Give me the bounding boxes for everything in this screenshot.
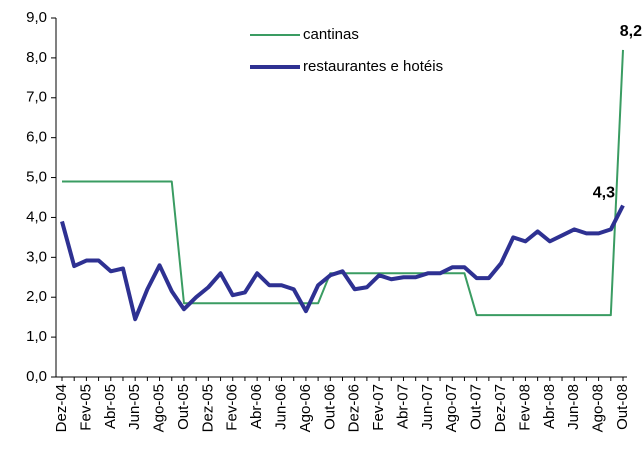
- y-tick-label: 2,0: [26, 288, 47, 305]
- y-tick-label: 8,0: [26, 49, 47, 66]
- x-tick-label: Jun-06: [272, 384, 289, 430]
- x-tick-label: Dez-06: [346, 384, 363, 432]
- y-tick-label: 0,0: [26, 368, 47, 385]
- x-tick-label: Jun-05: [126, 384, 143, 430]
- x-tick-label: Dez-04: [53, 384, 70, 432]
- x-tick-label: Fev-07: [370, 384, 387, 431]
- x-tick-label: Fev-08: [516, 384, 533, 431]
- x-tick-label: Jun-08: [565, 384, 582, 430]
- x-tick-label: Out-08: [614, 384, 631, 430]
- x-tick-label: Ago-07: [443, 384, 460, 432]
- x-tick-label: Ago-08: [590, 384, 607, 432]
- x-tick-label: Ago-05: [151, 384, 168, 432]
- series-line: [60, 204, 625, 322]
- x-tick-label: Dez-07: [492, 384, 509, 432]
- data-label: 8,2: [620, 23, 642, 40]
- x-tick-label: Abr-05: [102, 384, 119, 429]
- legend-label: cantinas: [303, 26, 359, 43]
- y-tick-label: 4,0: [26, 208, 47, 225]
- x-tick-label: Fev-05: [77, 384, 94, 431]
- x-tick-label: Abr-06: [248, 384, 265, 429]
- y-tick-label: 5,0: [26, 169, 47, 186]
- x-tick-label: Abr-07: [394, 384, 411, 429]
- y-tick-label: 7,0: [26, 89, 47, 106]
- y-tick-label: 1,0: [26, 328, 47, 345]
- x-tick-label: Jun-07: [419, 384, 436, 430]
- x-tick-label: Out-06: [321, 384, 338, 430]
- series-line: [62, 49, 624, 317]
- legend-label: restaurantes e hotéis: [303, 58, 443, 75]
- y-tick-label: 9,0: [26, 9, 47, 26]
- x-tick-label: Fev-06: [224, 384, 241, 431]
- y-tick-label: 3,0: [26, 248, 47, 265]
- x-tick-label: Out-05: [175, 384, 192, 430]
- y-tick-label: 6,0: [26, 129, 47, 146]
- x-tick-label: Abr-08: [541, 384, 558, 429]
- x-tick-label: Out-07: [468, 384, 485, 430]
- x-tick-label: Dez-05: [199, 384, 216, 432]
- x-tick-label: Ago-06: [297, 384, 314, 432]
- data-label: 4,3: [593, 185, 615, 202]
